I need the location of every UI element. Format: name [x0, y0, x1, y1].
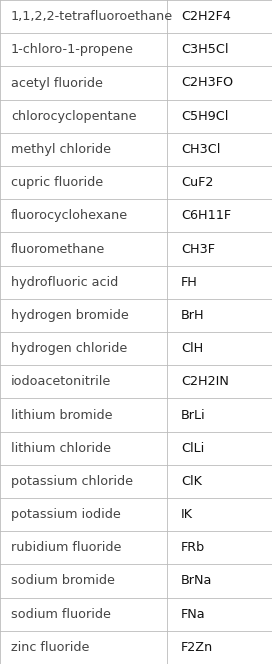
Text: FH: FH: [181, 276, 198, 289]
Text: chlorocyclopentane: chlorocyclopentane: [11, 110, 136, 123]
Text: FRb: FRb: [181, 541, 205, 554]
Text: fluorocyclohexane: fluorocyclohexane: [11, 209, 128, 222]
Text: rubidium fluoride: rubidium fluoride: [11, 541, 121, 554]
Bar: [0, 199, 272, 232]
Bar: [0, 432, 272, 465]
Bar: [0, 33, 272, 66]
Bar: [0, 564, 272, 598]
Bar: [0, 299, 272, 332]
Text: F2Zn: F2Zn: [181, 641, 213, 654]
Text: sodium bromide: sodium bromide: [11, 574, 115, 588]
Bar: [0, 266, 272, 299]
Text: CuF2: CuF2: [181, 176, 213, 189]
Text: C2H2IN: C2H2IN: [181, 375, 229, 388]
Text: BrLi: BrLi: [181, 408, 206, 422]
Text: sodium fluoride: sodium fluoride: [11, 608, 111, 621]
Bar: [0, 133, 272, 166]
Bar: [0, 598, 272, 631]
Text: 1,1,2,2-tetrafluoroethane: 1,1,2,2-tetrafluoroethane: [11, 10, 173, 23]
Text: iodoacetonitrile: iodoacetonitrile: [11, 375, 111, 388]
Text: IK: IK: [181, 508, 193, 521]
Text: lithium bromide: lithium bromide: [11, 408, 112, 422]
Text: C3H5Cl: C3H5Cl: [181, 43, 228, 56]
Bar: [0, 100, 272, 133]
Text: 1-chloro-1-propene: 1-chloro-1-propene: [11, 43, 134, 56]
Bar: [0, 66, 272, 100]
Text: hydrogen chloride: hydrogen chloride: [11, 342, 127, 355]
Text: BrH: BrH: [181, 309, 205, 322]
Bar: [0, 332, 272, 365]
Text: methyl chloride: methyl chloride: [11, 143, 111, 156]
Text: cupric fluoride: cupric fluoride: [11, 176, 103, 189]
Text: hydrofluoric acid: hydrofluoric acid: [11, 276, 118, 289]
Text: CH3F: CH3F: [181, 242, 215, 256]
Text: C2H3FO: C2H3FO: [181, 76, 233, 90]
Bar: [0, 232, 272, 266]
Text: potassium iodide: potassium iodide: [11, 508, 120, 521]
Text: hydrogen bromide: hydrogen bromide: [11, 309, 129, 322]
Bar: [0, 498, 272, 531]
Bar: [0, 531, 272, 564]
Bar: [0, 166, 272, 199]
Text: FNa: FNa: [181, 608, 206, 621]
Bar: [0, 465, 272, 498]
Text: ClH: ClH: [181, 342, 203, 355]
Text: zinc fluoride: zinc fluoride: [11, 641, 89, 654]
Text: ClK: ClK: [181, 475, 202, 488]
Text: potassium chloride: potassium chloride: [11, 475, 133, 488]
Bar: [0, 0, 272, 33]
Text: CH3Cl: CH3Cl: [181, 143, 220, 156]
Bar: [0, 365, 272, 398]
Text: ClLi: ClLi: [181, 442, 204, 455]
Text: fluoromethane: fluoromethane: [11, 242, 105, 256]
Text: lithium chloride: lithium chloride: [11, 442, 111, 455]
Text: C2H2F4: C2H2F4: [181, 10, 231, 23]
Text: BrNa: BrNa: [181, 574, 212, 588]
Bar: [0, 631, 272, 664]
Bar: [0, 398, 272, 432]
Text: C6H11F: C6H11F: [181, 209, 231, 222]
Text: C5H9Cl: C5H9Cl: [181, 110, 228, 123]
Text: acetyl fluoride: acetyl fluoride: [11, 76, 103, 90]
